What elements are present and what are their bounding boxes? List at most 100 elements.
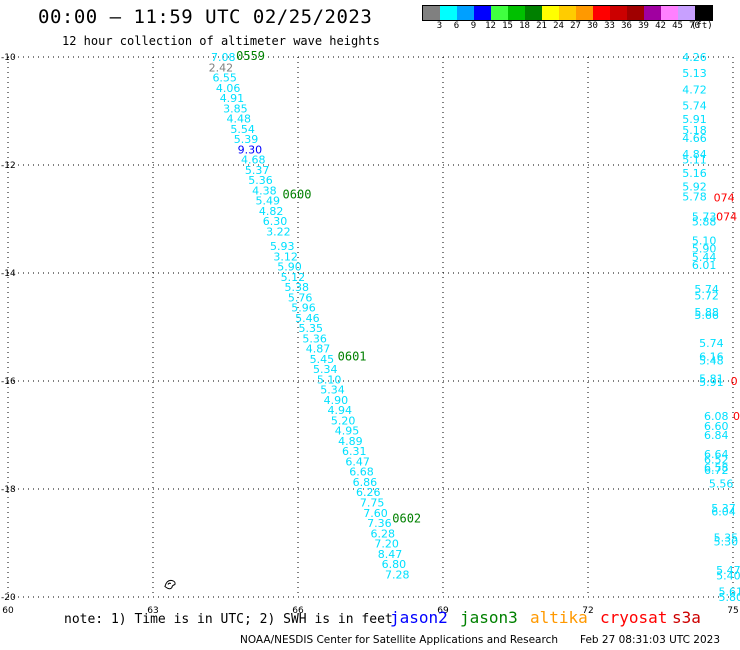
- swh-value-label: 4.94: [327, 404, 352, 417]
- swh-value-label: 3.12: [273, 250, 298, 263]
- swh-value-label: 5.10: [317, 373, 342, 386]
- swh-value-label: 7.28: [385, 568, 410, 581]
- colorbar-label: 24: [553, 21, 564, 31]
- colorbar-swatch: [593, 6, 610, 20]
- y-tick-label: -20: [1, 593, 16, 603]
- colorbar-label: 15: [502, 21, 513, 31]
- swh-value-label: 5.37: [711, 502, 736, 515]
- colorbar-swatch: [695, 6, 712, 20]
- swh-value-label: 7.36: [367, 517, 392, 530]
- swh-value-label: 7.75: [360, 497, 385, 510]
- island-outline: [164, 579, 176, 590]
- swh-value-label: 6.01: [692, 259, 717, 272]
- swh-value-label: 5.73: [692, 210, 717, 223]
- colorbar-unit: (ft): [691, 21, 713, 31]
- colorbar-label: 30: [587, 21, 598, 31]
- colorbar-label: 12: [485, 21, 496, 31]
- swh-value-label: 4.48: [226, 113, 251, 126]
- swh-value-label: 6.72: [704, 464, 729, 477]
- colorbar-swatch: [576, 6, 593, 20]
- swh-value-label: 5.91: [699, 376, 724, 389]
- colorbar-swatch: [474, 6, 491, 20]
- swh-value-label: 5.34: [320, 384, 345, 397]
- swh-value-label: 6.84: [704, 429, 729, 442]
- swh-value-label: 5.35: [298, 322, 323, 335]
- x-tick-label: 69: [437, 606, 449, 616]
- colorbar-label: 39: [638, 21, 649, 31]
- swh-value-label: 6.80: [382, 558, 407, 571]
- swh-value-label: 6.30: [263, 215, 288, 228]
- colorbar-swatch: [627, 6, 644, 20]
- colorbar-label: 18: [519, 21, 530, 31]
- colorbar-swatch: [661, 6, 678, 20]
- swh-value-label: 5.90: [277, 261, 302, 274]
- colorbar-label: 3: [436, 21, 443, 31]
- y-tick-label: -10: [1, 53, 16, 63]
- colorbar-swatch: [440, 6, 457, 20]
- swh-value-label: 5.80: [719, 591, 740, 604]
- colorbar-swatch: [678, 6, 695, 20]
- satellite-legend-jason2: jason2: [390, 608, 448, 627]
- axis-ticks: 60 63 66 69 72 75 -10 -12 -14 -16 -18 -20: [1, 53, 739, 616]
- x-tick-label: 60: [2, 606, 14, 616]
- y-tick-label: -16: [1, 377, 16, 387]
- swh-value-label: 5.74: [682, 100, 707, 113]
- grid-lines: [7, 56, 734, 598]
- satellite-legend-cryosat: cryosat: [600, 608, 668, 627]
- swh-value-label: 6.58: [704, 461, 729, 474]
- satellite-legend-s3a: s3a: [672, 608, 701, 627]
- swh-value-label: 6.08: [704, 410, 729, 423]
- swh-value-label: 6.31: [342, 445, 367, 458]
- time-label: 0600: [283, 188, 312, 202]
- swh-value-label: 5.81: [699, 372, 724, 385]
- swh-value-label: 5.20: [331, 414, 356, 427]
- swh-value-label: 5.44: [692, 251, 717, 264]
- swh-value-label: 4.89: [338, 435, 363, 448]
- swh-value-label: 4.38: [252, 184, 276, 197]
- swh-value-label: 6.47: [345, 455, 370, 468]
- y-tick-label: -12: [1, 161, 16, 171]
- colorbar-label: 42: [655, 21, 666, 31]
- y-tick-label: -18: [1, 485, 16, 495]
- swh-value-label: 5.12: [281, 271, 306, 284]
- swh-value-label: 5.88: [694, 306, 719, 319]
- x-tick-label: 63: [147, 606, 158, 616]
- swh-value-label: 0: [733, 410, 740, 423]
- chart-subtitle: 12 hour collection of altimeter wave hei…: [62, 34, 380, 48]
- colorbar-swatch: [457, 6, 474, 20]
- colorbar-label: 6: [453, 21, 460, 31]
- colorbar-swatch: [525, 6, 542, 20]
- swh-value-label: 4.66: [682, 132, 707, 145]
- credit-timestamp: Feb 27 08:31:03 UTC 2023: [580, 634, 720, 646]
- x-tick-label: 66: [292, 606, 304, 616]
- land-feature: [164, 579, 176, 590]
- swh-value-label: 5.48: [699, 354, 724, 367]
- satellite-legend-altika: altika: [530, 608, 588, 627]
- swh-value-label: 6.60: [704, 420, 729, 433]
- swh-value-label: 5.91: [682, 113, 707, 126]
- swh-value-label: 5.74: [699, 337, 724, 350]
- time-labels: 0559 0600 0601 0602: [236, 49, 421, 526]
- satellite-legend-jason3: jason3: [460, 608, 518, 627]
- swh-value-label: 5.90: [692, 243, 717, 256]
- swh-value-label: 5.34: [313, 363, 338, 376]
- colorbar-swatch: [644, 6, 661, 20]
- swh-value-label: 4.91: [220, 92, 245, 105]
- colorbar-legend: [422, 5, 713, 21]
- swh-value-label: 5.38: [284, 281, 309, 294]
- swh-value-label: 5.92: [682, 181, 707, 194]
- colorbar-swatch: [610, 6, 627, 20]
- swh-value-label: 6.55: [212, 72, 237, 85]
- swh-value-label: 5.74: [694, 283, 719, 296]
- colorbar-label: 33: [604, 21, 615, 31]
- swh-value-label: 4.95: [335, 425, 360, 438]
- x-tick-label: 75: [727, 606, 738, 616]
- colorbar-label: 9: [470, 21, 477, 31]
- colorbar-swatch: [508, 6, 525, 20]
- swh-value-label: 5.10: [692, 235, 717, 248]
- swh-value-label: 6.04: [711, 506, 736, 519]
- swh-value-label: 4.72: [682, 83, 707, 96]
- swh-value-label: 6.26: [356, 486, 381, 499]
- swh-value-label: 074: [714, 191, 735, 204]
- time-label: 0559: [236, 49, 265, 63]
